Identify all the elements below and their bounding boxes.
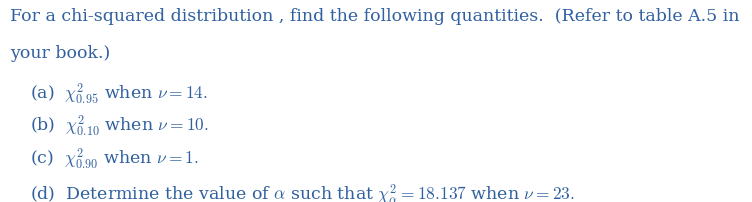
Text: (d)  Determine the value of $\alpha$ such that $\chi^{2}_{\alpha} = 18.137$ when: (d) Determine the value of $\alpha$ such… xyxy=(30,182,575,202)
Text: (c)  $\chi^{2}_{0.90}$ when $\nu = 1.$: (c) $\chi^{2}_{0.90}$ when $\nu = 1.$ xyxy=(30,145,199,170)
Text: For a chi-squared distribution , find the following quantities.  (Refer to table: For a chi-squared distribution , find th… xyxy=(10,8,739,25)
Text: (a)  $\chi^{2}_{0.95}$ when $\nu = 14.$: (a) $\chi^{2}_{0.95}$ when $\nu = 14.$ xyxy=(30,81,208,106)
Text: (b)  $\chi^{2}_{0.10}$ when $\nu = 10.$: (b) $\chi^{2}_{0.10}$ when $\nu = 10.$ xyxy=(30,113,209,138)
Text: your book.): your book.) xyxy=(10,44,110,61)
